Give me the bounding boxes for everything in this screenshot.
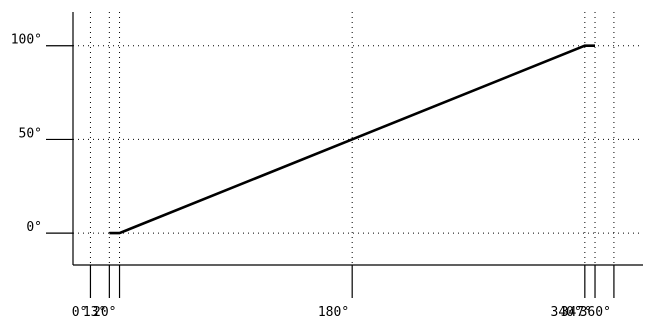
series-line-0 [109, 44, 595, 235]
tick-labels: 0°13°20° 180° 340°347°360°0°50°100° [11, 33, 611, 320]
x-tick-label-6: 360° [580, 305, 611, 320]
y-tick-label-1: 50° [19, 126, 42, 141]
axis-ticks [46, 45, 615, 298]
x-tick-label-0: 0° [72, 305, 88, 320]
y-tick-label-2: 100° [11, 33, 42, 48]
grid-lines [73, 12, 643, 265]
y-tick-label-0: 0° [26, 220, 42, 235]
x-tick-label-4: 340° [551, 305, 582, 320]
x-tick-label-1: 13° [83, 305, 106, 320]
x-tick-label-2: 20° [93, 305, 116, 320]
series [109, 44, 595, 235]
x-tick-label-5: 347° [561, 305, 592, 320]
x-tick-label-3: 180° [318, 305, 349, 320]
